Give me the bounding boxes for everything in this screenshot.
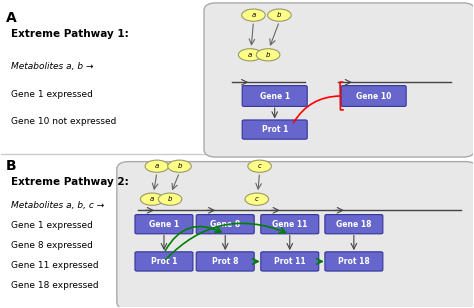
Ellipse shape <box>145 160 169 172</box>
FancyBboxPatch shape <box>242 86 307 106</box>
FancyBboxPatch shape <box>325 252 383 271</box>
Ellipse shape <box>168 160 191 172</box>
Text: Metabolites a, b →: Metabolites a, b → <box>11 63 93 71</box>
Text: B: B <box>6 159 17 172</box>
Text: A: A <box>6 10 17 25</box>
Text: c: c <box>255 196 259 202</box>
FancyBboxPatch shape <box>261 252 319 271</box>
Ellipse shape <box>242 9 265 21</box>
Text: Gene 8: Gene 8 <box>210 220 240 229</box>
FancyBboxPatch shape <box>204 3 474 157</box>
Text: b: b <box>277 12 282 18</box>
Text: a: a <box>155 163 159 169</box>
Ellipse shape <box>238 49 262 61</box>
Ellipse shape <box>256 49 280 61</box>
FancyBboxPatch shape <box>196 215 254 234</box>
Text: Gene 1 expressed: Gene 1 expressed <box>11 221 93 230</box>
Text: a: a <box>248 52 252 58</box>
FancyBboxPatch shape <box>341 86 406 106</box>
Text: Extreme Pathway 1:: Extreme Pathway 1: <box>11 29 128 39</box>
Text: Gene 8 expressed: Gene 8 expressed <box>11 241 93 250</box>
FancyBboxPatch shape <box>325 215 383 234</box>
Text: a: a <box>251 12 255 18</box>
Text: Metabolites a, b, c →: Metabolites a, b, c → <box>11 201 104 210</box>
Text: b: b <box>168 196 173 202</box>
Text: Extreme Pathway 2:: Extreme Pathway 2: <box>11 177 128 187</box>
Text: b: b <box>177 163 182 169</box>
Text: a: a <box>150 196 155 202</box>
Ellipse shape <box>245 193 269 205</box>
Text: Gene 11 expressed: Gene 11 expressed <box>11 261 99 270</box>
Text: c: c <box>258 163 262 169</box>
FancyBboxPatch shape <box>135 252 193 271</box>
Text: Prot 11: Prot 11 <box>274 257 306 266</box>
Ellipse shape <box>268 9 291 21</box>
FancyBboxPatch shape <box>117 162 474 308</box>
Text: b: b <box>266 52 270 58</box>
Text: Gene 18: Gene 18 <box>336 220 372 229</box>
Ellipse shape <box>248 160 272 172</box>
FancyBboxPatch shape <box>196 252 254 271</box>
Text: Prot 8: Prot 8 <box>212 257 238 266</box>
Text: Gene 18 expressed: Gene 18 expressed <box>11 281 99 290</box>
Text: Gene 1: Gene 1 <box>149 220 179 229</box>
Text: Prot 1: Prot 1 <box>151 257 177 266</box>
Text: Gene 11: Gene 11 <box>272 220 308 229</box>
Ellipse shape <box>140 193 164 205</box>
Text: Gene 10 not expressed: Gene 10 not expressed <box>11 117 116 126</box>
Text: Prot 1: Prot 1 <box>262 125 288 134</box>
Text: Gene 10: Gene 10 <box>356 91 392 100</box>
FancyBboxPatch shape <box>242 120 307 139</box>
FancyBboxPatch shape <box>261 215 319 234</box>
Text: Prot 18: Prot 18 <box>338 257 370 266</box>
Ellipse shape <box>158 193 182 205</box>
Text: Gene 1 expressed: Gene 1 expressed <box>11 90 93 99</box>
Text: Gene 1: Gene 1 <box>260 91 290 100</box>
FancyBboxPatch shape <box>135 215 193 234</box>
